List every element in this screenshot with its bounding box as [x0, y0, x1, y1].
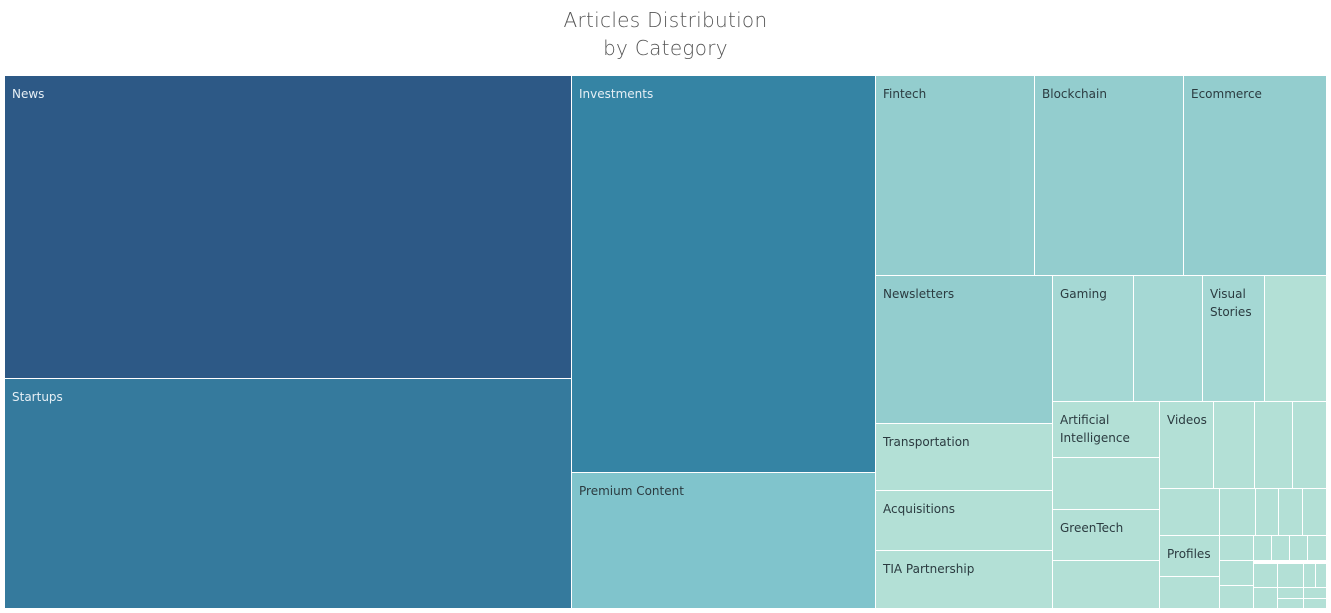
treemap-label: News: [12, 87, 45, 101]
treemap-tile-unlabeled-31[interactable]: [1254, 536, 1272, 561]
treemap-label: Profiles: [1167, 547, 1211, 561]
treemap-tile-greentech[interactable]: GreenTech: [1053, 510, 1160, 561]
treemap-tile-gaming[interactable]: Gaming: [1053, 276, 1134, 402]
treemap-label: Acquisitions: [883, 502, 955, 516]
treemap-label: Gaming: [1060, 287, 1107, 301]
treemap-label: Videos: [1167, 413, 1207, 427]
treemap-tile-unlabeled-39[interactable]: [1304, 564, 1316, 588]
treemap-label: Investments: [579, 87, 654, 101]
treemap-tile-unlabeled-24[interactable]: [1220, 489, 1256, 536]
treemap-tile-investments[interactable]: Investments: [572, 76, 876, 473]
chart-title-line-1: Articles Distribution: [563, 8, 768, 32]
treemap-tile-unlabeled-43[interactable]: [1278, 599, 1304, 609]
treemap-tile-unlabeled-45[interactable]: [1304, 599, 1327, 609]
treemap-tile-startups[interactable]: Startups: [5, 379, 572, 609]
treemap-tile-tia-partnership[interactable]: TIA Partnership: [876, 551, 1053, 609]
treemap-tile-unlabeled-16[interactable]: [1053, 458, 1160, 510]
treemap-tile-unlabeled-36[interactable]: [1220, 586, 1254, 609]
treemap-tile-unlabeled-32[interactable]: [1272, 536, 1290, 561]
treemap-tile-unlabeled-25[interactable]: [1256, 489, 1279, 536]
treemap-tile-ecommerce[interactable]: Ecommerce: [1184, 76, 1327, 276]
treemap-tile-unlabeled-41[interactable]: [1254, 588, 1278, 609]
treemap-tile-acquisitions[interactable]: Acquisitions: [876, 491, 1053, 551]
treemap-tile-unlabeled-30[interactable]: [1220, 536, 1254, 561]
treemap-tile-videos[interactable]: Videos: [1160, 402, 1214, 489]
chart-title: Articles Distribution by Category: [0, 6, 1331, 62]
treemap-tile-unlabeled-9[interactable]: [1134, 276, 1203, 402]
treemap-label: TIA Partnership: [883, 562, 975, 576]
treemap-tile-transportation[interactable]: Transportation: [876, 424, 1053, 491]
treemap-tile-news[interactable]: News: [5, 76, 572, 379]
treemap-tile-premium-content[interactable]: Premium Content: [572, 473, 876, 609]
treemap-tile-unlabeled-21[interactable]: [1255, 402, 1293, 489]
treemap-tile-unlabeled-33[interactable]: [1290, 536, 1308, 561]
treemap-label: Premium Content: [579, 484, 684, 498]
treemap-tile-artificial-intelligence[interactable]: Artificial Intelligence: [1053, 402, 1160, 458]
treemap-label: Fintech: [883, 87, 927, 101]
treemap-tile-unlabeled-35[interactable]: [1220, 561, 1254, 586]
treemap-tile-unlabeled-34[interactable]: [1308, 536, 1327, 561]
treemap-tile-unlabeled-40[interactable]: [1316, 564, 1327, 588]
treemap-label: GreenTech: [1060, 521, 1124, 535]
treemap-tile-unlabeled-27[interactable]: [1303, 489, 1327, 536]
treemap-label: Artificial Intelligence: [1060, 413, 1130, 445]
treemap-label: Newsletters: [883, 287, 955, 301]
treemap-tile-unlabeled-26[interactable]: [1279, 489, 1303, 536]
treemap-tile-unlabeled-23[interactable]: [1160, 489, 1220, 536]
treemap-tile-fintech[interactable]: Fintech: [876, 76, 1035, 276]
treemap: News Startups Investments Premium Content Fi…: [5, 76, 1327, 609]
treemap-label: Transportation: [883, 435, 970, 449]
chart-title-line-2: by Category: [603, 36, 728, 60]
treemap-label: Ecommerce: [1191, 87, 1262, 101]
treemap-tile-unlabeled-22[interactable]: [1293, 402, 1327, 489]
treemap-tile-unlabeled-11[interactable]: [1265, 276, 1327, 402]
treemap-tile-unlabeled-44[interactable]: [1304, 588, 1327, 599]
treemap-tile-blockchain[interactable]: Blockchain: [1035, 76, 1184, 276]
treemap-label: Startups: [12, 390, 63, 404]
treemap-label: Blockchain: [1042, 87, 1107, 101]
treemap-tile-unlabeled-18[interactable]: [1053, 561, 1160, 609]
treemap-tile-unlabeled-37[interactable]: [1254, 564, 1278, 588]
treemap-tile-visual-stories[interactable]: Visual Stories: [1203, 276, 1265, 402]
treemap-tile-unlabeled-29[interactable]: [1160, 577, 1220, 609]
treemap-tile-newsletters[interactable]: Newsletters: [876, 276, 1053, 424]
treemap-tile-unlabeled-42[interactable]: [1278, 588, 1304, 599]
treemap-label: Visual Stories: [1210, 287, 1252, 319]
treemap-tile-profiles[interactable]: Profiles: [1160, 536, 1220, 577]
treemap-tile-unlabeled-38[interactable]: [1278, 564, 1304, 588]
treemap-tile-unlabeled-20[interactable]: [1214, 402, 1255, 489]
